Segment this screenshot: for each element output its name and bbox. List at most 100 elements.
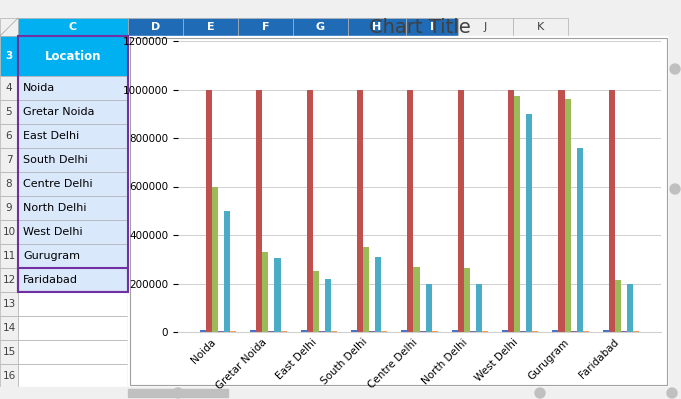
Bar <box>306 89 313 332</box>
Bar <box>513 292 568 316</box>
Bar <box>348 196 406 220</box>
Bar <box>183 340 238 364</box>
Bar <box>0 316 18 340</box>
Bar <box>513 220 568 244</box>
Bar <box>128 316 183 340</box>
Bar <box>458 36 513 76</box>
Bar <box>18 244 128 268</box>
Text: North Delhi: North Delhi <box>23 203 86 213</box>
Bar <box>348 364 406 388</box>
Bar <box>348 100 406 124</box>
Bar <box>513 244 568 268</box>
Text: 12: 12 <box>2 275 16 285</box>
Text: 6: 6 <box>5 131 12 141</box>
Bar <box>513 124 568 148</box>
Bar <box>458 364 513 388</box>
Text: Centre Delhi: Centre Delhi <box>23 179 93 189</box>
Bar <box>218 331 224 332</box>
Bar <box>293 100 348 124</box>
Bar <box>128 100 183 124</box>
Bar <box>293 340 348 364</box>
Bar <box>513 76 568 100</box>
Bar <box>18 36 128 292</box>
Bar <box>128 220 183 244</box>
Bar <box>183 124 238 148</box>
Bar <box>206 89 212 332</box>
Bar <box>458 388 513 399</box>
Bar <box>224 211 230 332</box>
Bar <box>406 172 458 196</box>
Bar <box>406 364 458 388</box>
Bar <box>406 36 458 76</box>
Text: Location: Location <box>45 49 101 63</box>
Bar <box>183 244 238 268</box>
Bar <box>348 124 406 148</box>
Bar <box>128 388 183 399</box>
Text: 10: 10 <box>3 227 16 237</box>
Bar <box>513 388 568 399</box>
Bar <box>238 244 293 268</box>
Bar <box>238 124 293 148</box>
Bar <box>251 330 256 332</box>
Bar <box>406 124 458 148</box>
Bar <box>0 292 18 316</box>
Text: D: D <box>151 22 160 32</box>
Bar <box>293 36 348 76</box>
Bar <box>348 172 406 196</box>
Text: 15: 15 <box>2 347 16 357</box>
Bar <box>0 220 18 244</box>
Bar <box>513 268 568 292</box>
Bar <box>18 18 128 36</box>
Bar <box>458 124 513 148</box>
Text: 3: 3 <box>5 51 13 61</box>
Bar <box>381 331 387 332</box>
Text: Faridabad: Faridabad <box>23 275 78 285</box>
Bar <box>406 76 458 100</box>
Bar <box>238 36 293 76</box>
Bar <box>526 114 533 332</box>
Bar <box>238 364 293 388</box>
Bar <box>406 100 458 124</box>
Bar <box>293 148 348 172</box>
Bar <box>348 388 406 399</box>
Text: East Delhi: East Delhi <box>23 131 79 141</box>
Bar <box>406 316 458 340</box>
Bar <box>426 284 432 332</box>
Bar <box>583 331 588 332</box>
Bar <box>238 220 293 244</box>
Bar <box>128 172 183 196</box>
Bar <box>128 389 228 397</box>
Bar <box>238 196 293 220</box>
Text: F: F <box>262 22 269 32</box>
Bar <box>0 36 18 76</box>
Bar <box>262 252 268 332</box>
Text: Discount
%: Discount % <box>408 45 456 67</box>
Text: G: G <box>316 22 325 32</box>
Bar <box>238 18 293 36</box>
Bar <box>482 331 488 332</box>
Bar <box>183 292 238 316</box>
Bar <box>0 124 18 148</box>
Bar <box>183 76 238 100</box>
Bar <box>293 244 348 268</box>
Bar <box>331 331 337 332</box>
Bar <box>183 172 238 196</box>
Bar <box>0 18 18 36</box>
Bar <box>406 292 458 316</box>
Bar <box>513 196 568 220</box>
Text: I: I <box>430 22 434 32</box>
Bar <box>325 279 331 332</box>
Bar <box>419 331 426 332</box>
Bar <box>0 148 18 172</box>
Bar <box>212 186 218 332</box>
Text: South Delhi: South Delhi <box>23 155 88 165</box>
Circle shape <box>535 388 545 398</box>
Bar <box>615 280 621 332</box>
Bar <box>293 196 348 220</box>
Bar <box>520 331 526 332</box>
Bar <box>293 18 348 36</box>
Bar <box>319 331 325 332</box>
Bar <box>369 331 375 332</box>
Bar <box>514 96 520 332</box>
Bar <box>609 89 615 332</box>
